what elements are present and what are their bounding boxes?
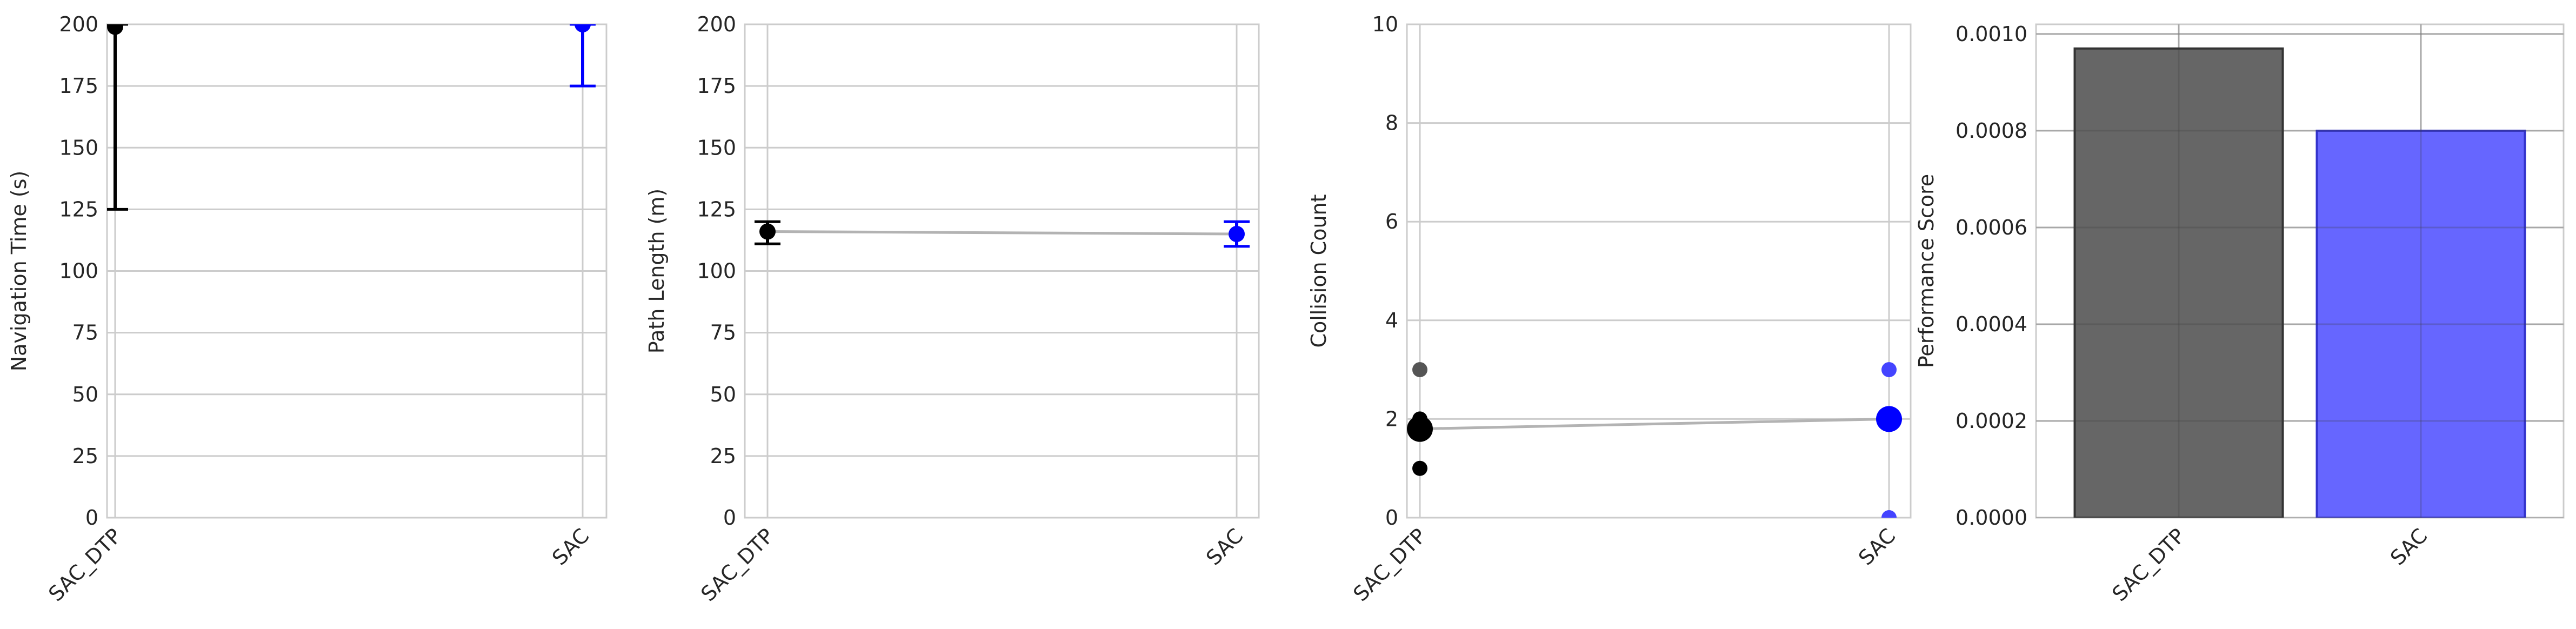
mean-point: [575, 24, 591, 32]
y-axis-label: Navigation Time (s): [7, 171, 31, 372]
axes-frame: [1406, 23, 1912, 519]
x-tick-label: SAC_DTP: [2107, 524, 2190, 606]
y-axis-label: Path Length (m): [645, 189, 669, 353]
x-tick-label: SAC_DTP: [44, 524, 126, 606]
y-tick-label: 50: [72, 383, 98, 406]
x-tick-label: SAC_DTP: [696, 524, 778, 606]
x-tick-label: SAC: [2386, 524, 2432, 570]
y-tick-label: 8: [1385, 111, 1398, 135]
bar: [2073, 47, 2284, 518]
x-tick-label: SAC: [548, 524, 593, 570]
y-tick-label: 10: [1372, 12, 1398, 36]
path-length-panel: 0 25 50 75 100 125 150 175 200 SAC_DTP SAC Path Len…: [645, 12, 1260, 606]
y-tick-label: 0.0002: [1956, 409, 2027, 433]
data-marks: [107, 24, 596, 211]
y-tick-label: 125: [59, 197, 98, 221]
mean-point: [1876, 406, 1902, 432]
y-tick-label: 75: [710, 321, 736, 345]
y-tick-label: 150: [59, 136, 98, 159]
y-axis-label: Collision Count: [1307, 194, 1331, 347]
bar: [2315, 129, 2526, 518]
mean-point: [1229, 226, 1245, 243]
data-marks: [755, 220, 1250, 248]
mean-point: [107, 24, 123, 35]
mean-point: [759, 223, 776, 240]
y-tick-label: 50: [710, 383, 736, 406]
performance-score-panel: 0.0000 0.0002 0.0004 0.0006 0.0008 0.0010 SAC_…: [1914, 22, 2565, 606]
scatter-point: [1881, 362, 1897, 378]
y-tick-label: 2: [1385, 407, 1398, 431]
y-axis-label: Performance Score: [1914, 174, 1938, 368]
navigation-time-panel: 0 25 50 75 100 125 150 175 200 SAC_DTP SAC Navigati…: [7, 12, 608, 606]
y-tick-label: 75: [72, 321, 98, 345]
y-tick-label: 175: [697, 74, 736, 98]
y-tick-label: 25: [72, 444, 98, 468]
y-tick-label: 200: [697, 12, 736, 36]
axes-frame: [106, 23, 608, 519]
mean-connector-line: [1419, 417, 1890, 431]
y-tick-label: 100: [59, 259, 98, 283]
y-tick-label: 0.0006: [1956, 216, 2027, 239]
x-tick-label: SAC: [1854, 524, 1900, 570]
mean-connector-line: [767, 230, 1237, 236]
scatter-point: [1412, 362, 1427, 378]
x-tick-label: SAC_DTP: [1349, 524, 1431, 606]
y-tick-label: 0: [85, 506, 98, 530]
mean-point: [1407, 416, 1433, 442]
y-tick-label: 125: [697, 197, 736, 221]
axes-frame: [744, 23, 1260, 519]
y-tick-label: 175: [59, 74, 98, 98]
y-tick-label: 0: [723, 506, 736, 530]
collision-count-panel: 0 2 4 6 8 10 SAC_DTP SAC Collision Count: [1307, 12, 1912, 606]
axes-frame: [2035, 23, 2565, 519]
scatter-point: [1412, 460, 1427, 476]
data-marks: [1407, 362, 1902, 518]
y-tick-label: 100: [697, 259, 736, 283]
scatter-point: [1881, 510, 1897, 518]
data-marks: [2036, 24, 2564, 518]
y-tick-label: 4: [1385, 309, 1398, 332]
y-tick-label: 150: [697, 136, 736, 159]
y-tick-label: 0: [1385, 506, 1398, 530]
y-tick-label: 0.0004: [1956, 312, 2027, 336]
x-tick-label: SAC: [1202, 524, 1247, 570]
y-tick-label: 6: [1385, 210, 1398, 233]
y-tick-label: 0.0008: [1956, 119, 2027, 143]
y-tick-label: 0.0010: [1956, 22, 2027, 46]
y-tick-label: 200: [59, 12, 98, 36]
y-tick-label: 25: [710, 444, 736, 468]
y-tick-label: 0.0000: [1956, 506, 2027, 530]
